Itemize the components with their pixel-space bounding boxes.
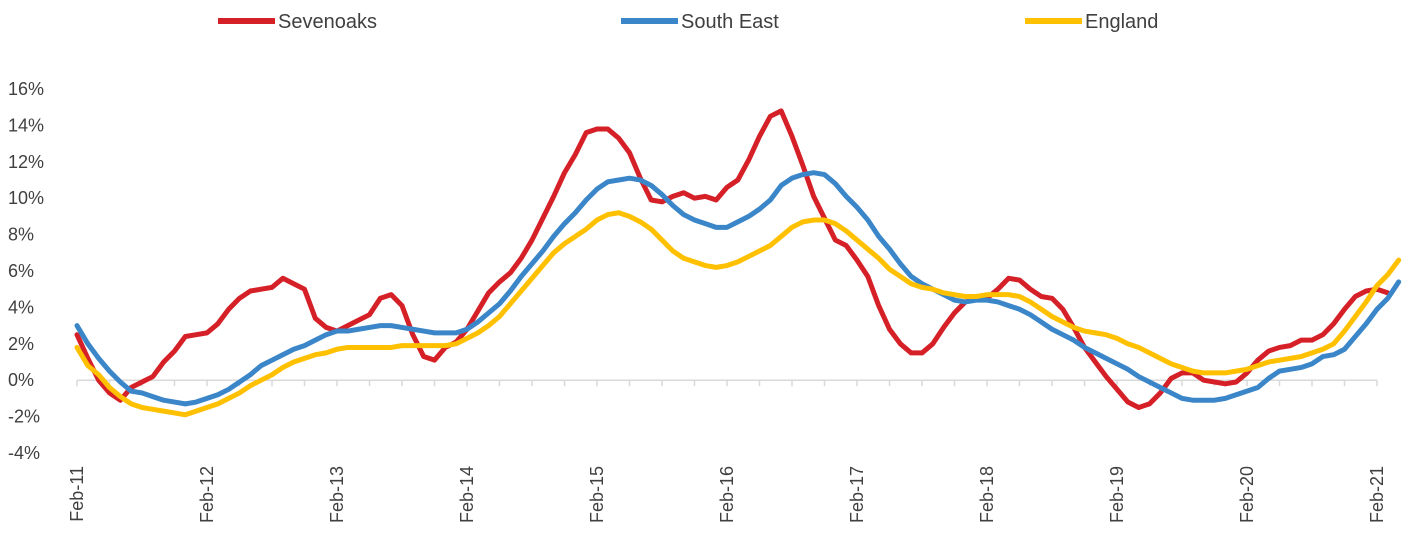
x-tick-label: Feb-14 — [457, 466, 477, 523]
x-tick-label: Feb-17 — [847, 466, 867, 523]
x-tick-label: Feb-21 — [1367, 466, 1387, 523]
series-group — [74, 108, 1402, 418]
x-axis-ticks: Feb-11 Feb-12 Feb-13 Feb-14 Feb-15 Feb-16 Feb-… — [67, 466, 1387, 523]
legend-label-1: South East — [681, 11, 779, 33]
y-tick-label: 16% — [8, 79, 44, 99]
y-tick-label: 4% — [8, 297, 34, 317]
x-axis — [76, 379, 1378, 387]
y-tick-label: 12% — [8, 152, 44, 172]
y-tick-label: 6% — [8, 261, 34, 281]
y-tick-label: 2% — [8, 334, 34, 354]
x-tick-label: Feb-13 — [327, 466, 347, 523]
y-tick-label: 10% — [8, 188, 44, 208]
x-tick-label: Feb-11 — [67, 466, 87, 522]
x-tick-label: Feb-16 — [717, 466, 737, 523]
legend-label-0: Sevenoaks — [278, 11, 377, 33]
x-tick-label: Feb-20 — [1237, 466, 1257, 523]
series-line-south-east — [74, 170, 1402, 407]
x-tick-label: Feb-19 — [1107, 466, 1127, 523]
y-tick-label: -4% — [8, 443, 40, 463]
x-tick-label: Feb-18 — [977, 466, 997, 523]
x-tick-label: Feb-15 — [587, 466, 607, 523]
series-line-sevenoaks — [74, 108, 1391, 410]
y-tick-label: 8% — [8, 225, 34, 245]
y-axis-ticks: -4% -2% 0% 2% 4% 6% 8% 10% 12% 14% 16% — [8, 79, 44, 463]
x-tick-label: Feb-12 — [197, 466, 217, 523]
legend-label-2: England — [1085, 11, 1158, 33]
legend: Sevenoaks South East England — [218, 11, 1158, 33]
y-tick-label: 14% — [8, 115, 44, 135]
y-tick-label: 0% — [8, 370, 34, 390]
y-tick-label: -2% — [8, 407, 40, 427]
series-line-england — [74, 210, 1402, 418]
